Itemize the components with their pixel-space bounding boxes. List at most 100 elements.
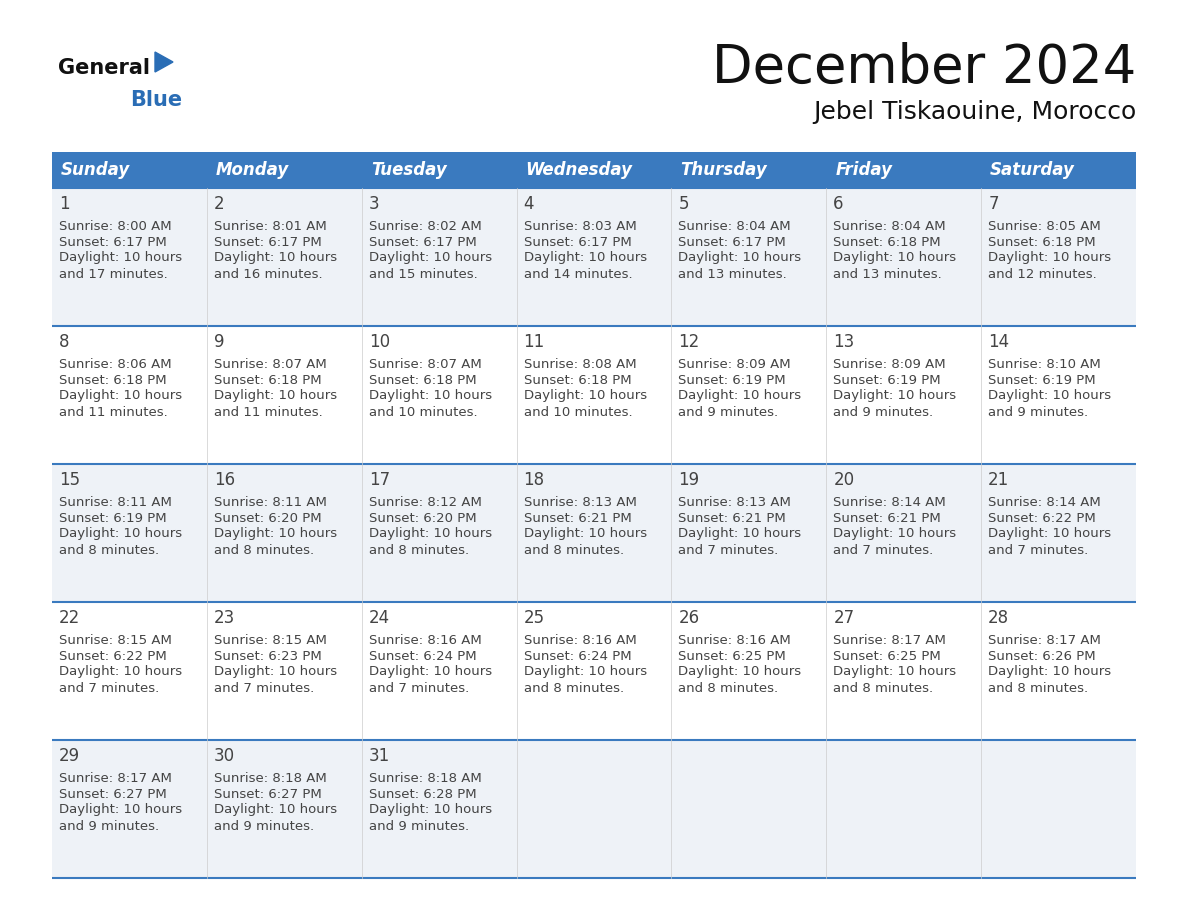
Bar [52,740,1136,878]
Text: and 8 minutes.: and 8 minutes. [678,681,778,695]
Text: Sunrise: 8:05 AM: Sunrise: 8:05 AM [988,219,1101,232]
Text: and 8 minutes.: and 8 minutes. [368,543,469,556]
Text: Daylight: 10 hours: Daylight: 10 hours [988,528,1111,541]
Text: and 13 minutes.: and 13 minutes. [833,267,942,281]
Text: Sunset: 6:20 PM: Sunset: 6:20 PM [214,511,322,524]
Text: Sunset: 6:17 PM: Sunset: 6:17 PM [678,236,786,249]
Text: 23: 23 [214,609,235,627]
Text: Daylight: 10 hours: Daylight: 10 hours [214,389,337,402]
Text: Sunrise: 8:16 AM: Sunrise: 8:16 AM [678,633,791,646]
Text: and 10 minutes.: and 10 minutes. [368,406,478,419]
Text: 8: 8 [59,333,70,351]
Text: Sunrise: 8:13 AM: Sunrise: 8:13 AM [678,496,791,509]
Text: Daylight: 10 hours: Daylight: 10 hours [59,252,182,264]
Text: 29: 29 [59,747,80,765]
Text: Sunset: 6:24 PM: Sunset: 6:24 PM [524,650,631,663]
Text: Daylight: 10 hours: Daylight: 10 hours [988,666,1111,678]
Text: and 8 minutes.: and 8 minutes. [833,681,934,695]
Text: Sunrise: 8:12 AM: Sunrise: 8:12 AM [368,496,481,509]
Text: and 12 minutes.: and 12 minutes. [988,267,1097,281]
Bar [52,188,1136,326]
Text: Daylight: 10 hours: Daylight: 10 hours [59,803,182,816]
Text: Friday: Friday [835,161,892,179]
Text: Sunset: 6:18 PM: Sunset: 6:18 PM [368,374,476,386]
Text: Sunrise: 8:17 AM: Sunrise: 8:17 AM [59,771,172,785]
Text: 10: 10 [368,333,390,351]
Text: Sunset: 6:17 PM: Sunset: 6:17 PM [524,236,631,249]
Text: Sunset: 6:24 PM: Sunset: 6:24 PM [368,650,476,663]
Text: Sunrise: 8:14 AM: Sunrise: 8:14 AM [988,496,1101,509]
Text: Sunrise: 8:17 AM: Sunrise: 8:17 AM [833,633,946,646]
Text: Daylight: 10 hours: Daylight: 10 hours [368,528,492,541]
Text: Sunset: 6:18 PM: Sunset: 6:18 PM [59,374,166,386]
Text: Sunset: 6:21 PM: Sunset: 6:21 PM [524,511,631,524]
Text: 1: 1 [59,195,70,213]
Text: Sunday: Sunday [61,161,131,179]
Text: Sunrise: 8:09 AM: Sunrise: 8:09 AM [678,357,791,371]
Text: 20: 20 [833,471,854,489]
Text: Sunrise: 8:03 AM: Sunrise: 8:03 AM [524,219,637,232]
Text: 13: 13 [833,333,854,351]
Text: Daylight: 10 hours: Daylight: 10 hours [524,666,646,678]
Text: 9: 9 [214,333,225,351]
Text: Daylight: 10 hours: Daylight: 10 hours [524,389,646,402]
Text: Daylight: 10 hours: Daylight: 10 hours [368,666,492,678]
Text: 12: 12 [678,333,700,351]
Text: Daylight: 10 hours: Daylight: 10 hours [678,252,802,264]
Text: Daylight: 10 hours: Daylight: 10 hours [214,803,337,816]
Text: and 9 minutes.: and 9 minutes. [214,820,314,833]
Text: 16: 16 [214,471,235,489]
Bar [52,326,1136,464]
Text: Sunrise: 8:07 AM: Sunrise: 8:07 AM [368,357,481,371]
Text: Sunset: 6:22 PM: Sunset: 6:22 PM [988,511,1095,524]
Text: Sunrise: 8:16 AM: Sunrise: 8:16 AM [524,633,637,646]
Text: Sunset: 6:27 PM: Sunset: 6:27 PM [59,788,166,800]
Text: and 9 minutes.: and 9 minutes. [678,406,778,419]
Text: Daylight: 10 hours: Daylight: 10 hours [833,252,956,264]
Text: 25: 25 [524,609,544,627]
Text: 19: 19 [678,471,700,489]
Text: Daylight: 10 hours: Daylight: 10 hours [59,389,182,402]
Text: Wednesday: Wednesday [525,161,632,179]
Text: Sunset: 6:26 PM: Sunset: 6:26 PM [988,650,1095,663]
Text: Sunset: 6:28 PM: Sunset: 6:28 PM [368,788,476,800]
Text: and 14 minutes.: and 14 minutes. [524,267,632,281]
Text: 7: 7 [988,195,999,213]
Text: and 8 minutes.: and 8 minutes. [59,543,159,556]
Text: Sunset: 6:25 PM: Sunset: 6:25 PM [833,650,941,663]
Bar [671,152,827,188]
Text: and 9 minutes.: and 9 minutes. [988,406,1088,419]
Text: Daylight: 10 hours: Daylight: 10 hours [368,803,492,816]
Bar [52,152,207,188]
Text: Sunset: 6:22 PM: Sunset: 6:22 PM [59,650,166,663]
Text: and 8 minutes.: and 8 minutes. [988,681,1088,695]
Text: Daylight: 10 hours: Daylight: 10 hours [833,389,956,402]
Text: 6: 6 [833,195,843,213]
Text: Sunrise: 8:04 AM: Sunrise: 8:04 AM [678,219,791,232]
Text: 14: 14 [988,333,1010,351]
Text: 18: 18 [524,471,544,489]
Text: Daylight: 10 hours: Daylight: 10 hours [524,528,646,541]
Text: Sunset: 6:17 PM: Sunset: 6:17 PM [368,236,476,249]
Polygon shape [154,52,173,72]
Text: Sunset: 6:20 PM: Sunset: 6:20 PM [368,511,476,524]
Bar [52,602,1136,740]
Text: 24: 24 [368,609,390,627]
Text: and 11 minutes.: and 11 minutes. [214,406,323,419]
Text: Sunset: 6:17 PM: Sunset: 6:17 PM [214,236,322,249]
Text: Jebel Tiskaouine, Morocco: Jebel Tiskaouine, Morocco [813,100,1136,124]
Text: Sunset: 6:27 PM: Sunset: 6:27 PM [214,788,322,800]
Text: Sunset: 6:19 PM: Sunset: 6:19 PM [59,511,166,524]
Text: and 7 minutes.: and 7 minutes. [59,681,159,695]
Text: Sunset: 6:18 PM: Sunset: 6:18 PM [524,374,631,386]
Text: and 10 minutes.: and 10 minutes. [524,406,632,419]
Text: and 11 minutes.: and 11 minutes. [59,406,168,419]
Text: Sunrise: 8:11 AM: Sunrise: 8:11 AM [59,496,172,509]
Text: and 8 minutes.: and 8 minutes. [524,543,624,556]
Text: 30: 30 [214,747,235,765]
Text: and 7 minutes.: and 7 minutes. [988,543,1088,556]
Text: Daylight: 10 hours: Daylight: 10 hours [214,252,337,264]
Text: Daylight: 10 hours: Daylight: 10 hours [214,528,337,541]
Text: and 9 minutes.: and 9 minutes. [59,820,159,833]
Text: 4: 4 [524,195,535,213]
